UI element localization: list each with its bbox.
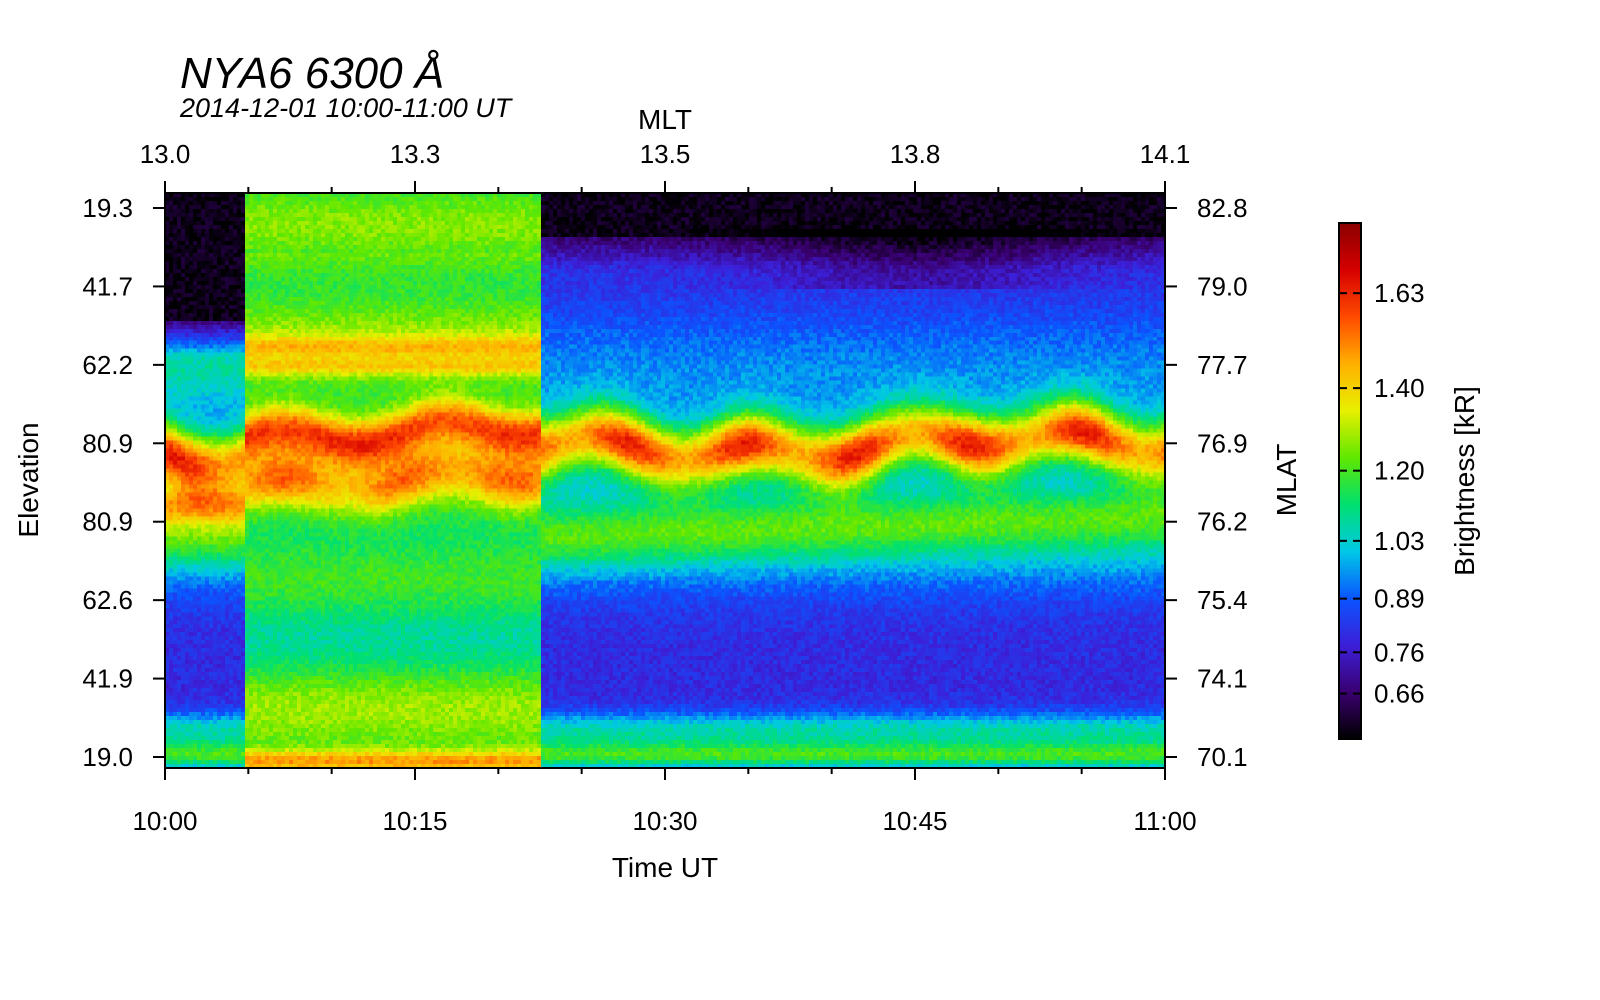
- x-tick-label: 10:00: [132, 806, 197, 836]
- y-tick-label: 62.2: [82, 350, 133, 380]
- colorbar-gradient: [1338, 222, 1362, 740]
- x-tick-label: 10:45: [882, 806, 947, 836]
- heatmap-image: [165, 193, 1165, 768]
- chart-subtitle: 2014-12-01 10:00-11:00 UT: [179, 93, 514, 123]
- x-tick-label: 10:30: [632, 806, 697, 836]
- y-axis-title: Elevation: [13, 422, 44, 537]
- x-tick-label: 10:15: [382, 806, 447, 836]
- colorbar-tick-label: 0.66: [1374, 679, 1425, 709]
- y2-tick-label: 76.9: [1197, 428, 1248, 458]
- y2-tick-label: 76.2: [1197, 507, 1248, 537]
- axes: 10:00 13.0 10:15 13.3 10:30 13.5 10:45 13.8 11:0…: [82, 139, 1247, 836]
- x2-tick-label: 13.5: [640, 139, 691, 169]
- y-tick-label: 19.3: [82, 193, 133, 223]
- y-tick-label: 41.7: [82, 271, 133, 301]
- heatmap-panel: [164, 192, 1166, 769]
- y-tick-label: 80.9: [82, 428, 133, 458]
- colorbar-tick-label: 1.63: [1374, 278, 1425, 308]
- x2-tick-label: 14.1: [1140, 139, 1191, 169]
- x2-axis-title: MLT: [638, 104, 692, 135]
- chart-title: NYA6 6300 Å: [180, 49, 444, 98]
- colorbar-title: Brightness [kR]: [1449, 386, 1480, 576]
- y-tick-label: 62.6: [82, 585, 133, 615]
- colorbar-tick-label: 1.03: [1374, 526, 1425, 556]
- y-tick-label: 19.0: [82, 742, 133, 772]
- x2-tick-label: 13.3: [390, 139, 441, 169]
- x2-tick-label: 13.8: [890, 139, 941, 169]
- y-tick-label: 41.9: [82, 664, 133, 694]
- y2-tick-label: 79.0: [1197, 271, 1248, 301]
- y2-tick-label: 70.1: [1197, 742, 1248, 772]
- colorbar-tick-label: 1.20: [1374, 456, 1425, 486]
- x2-tick-label: 13.0: [140, 139, 191, 169]
- y2-tick-label: 77.7: [1197, 350, 1248, 380]
- y2-tick-label: 74.1: [1197, 664, 1248, 694]
- x-axis-title: Time UT: [612, 852, 718, 883]
- colorbar-tick-label: 0.76: [1374, 637, 1425, 667]
- y-tick-label: 80.9: [82, 507, 133, 537]
- colorbar-tick-label: 1.40: [1374, 373, 1425, 403]
- colorbar-ticks: 1.63 1.40 1.20 1.03 0.89 0.76 0.66: [1339, 278, 1425, 709]
- colorbar-tick-label: 0.89: [1374, 584, 1425, 614]
- colorbar: 1.63 1.40 1.20 1.03 0.89 0.76 0.66 Brightness …: [1338, 222, 1480, 740]
- y2-tick-label: 75.4: [1197, 585, 1248, 615]
- y2-tick-label: 82.8: [1197, 193, 1248, 223]
- y2-axis-title: MLAT: [1271, 444, 1302, 517]
- x-tick-label: 11:00: [1133, 806, 1196, 836]
